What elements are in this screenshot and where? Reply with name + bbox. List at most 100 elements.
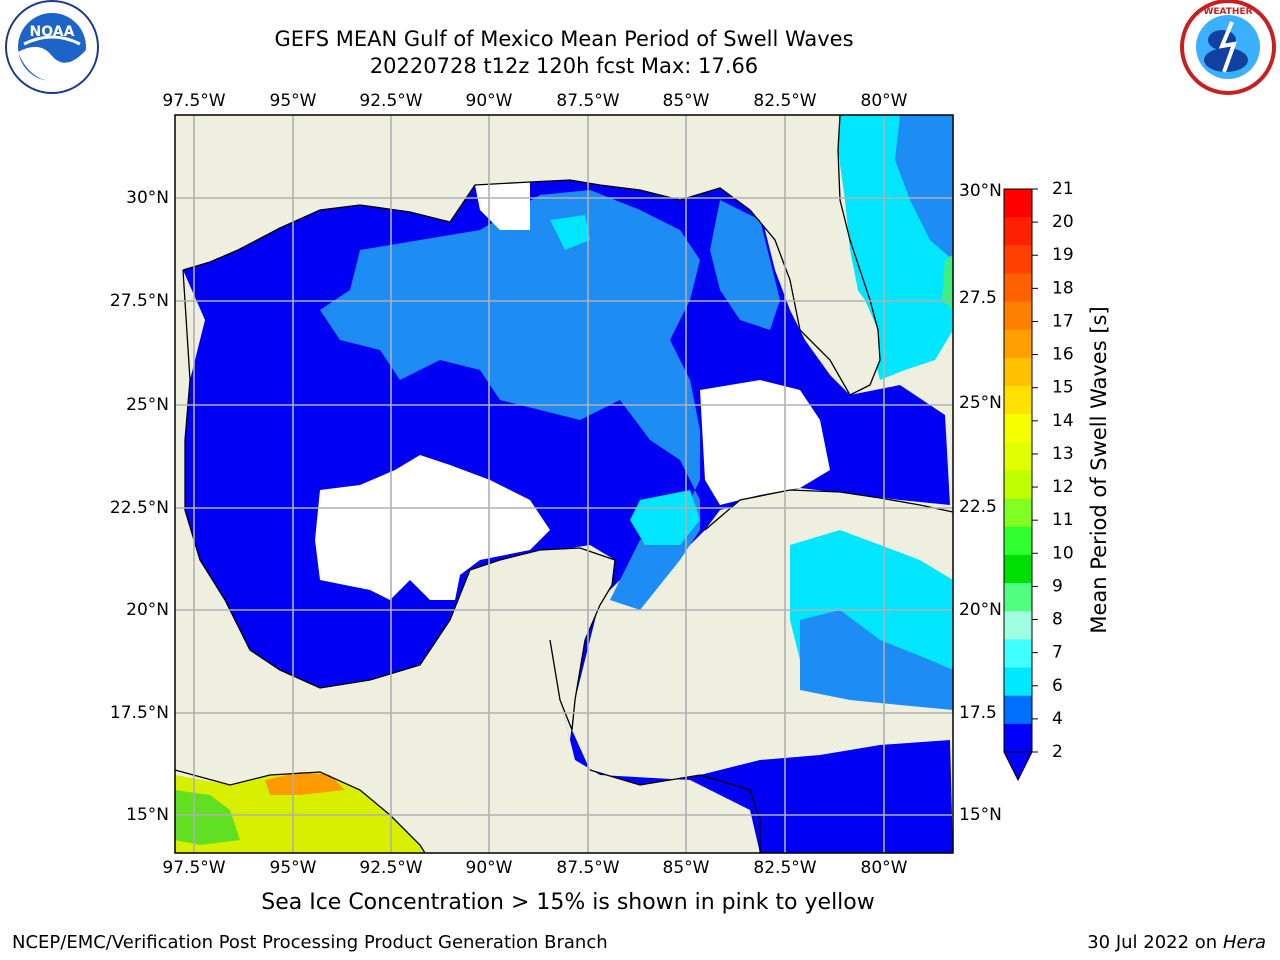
lat-tick: 15°N bbox=[959, 805, 1002, 825]
colorbar-segment bbox=[1004, 695, 1032, 725]
lon-ticks-top: 97.5°W 95°W 92.5°W 90°W 87.5°W 85°W 82.5… bbox=[162, 91, 907, 111]
lon-tick: 80°W bbox=[861, 91, 908, 111]
colorbar-segment bbox=[1004, 583, 1032, 612]
no-data-area-1 bbox=[315, 455, 550, 600]
date-text: 30 Jul 2022 on Hera bbox=[1087, 932, 1266, 953]
pacific-orange bbox=[265, 772, 345, 795]
colorbar-segment bbox=[1004, 667, 1032, 697]
colorbar-segment bbox=[1004, 357, 1032, 387]
colorbar: 21 20 19 18 17 16 15 14 13 12 11 10 9 8 7 6 4 2 bbox=[1003, 179, 1074, 782]
colorbar-tick-label: 6 bbox=[1052, 676, 1063, 696]
colorbar-tick-label: 11 bbox=[1052, 510, 1074, 530]
coastline bbox=[182, 114, 881, 396]
sea-ice-caption: Sea Ice Concentration > 15% is shown in … bbox=[261, 890, 875, 915]
lon-tick: 82.5°W bbox=[753, 858, 816, 878]
lon-tick: 85°W bbox=[663, 858, 710, 878]
svg-text:NOAA: NOAA bbox=[30, 24, 75, 40]
pacific-green bbox=[175, 790, 240, 845]
lat-tick: 17.5 bbox=[959, 703, 997, 723]
colorbar-segment bbox=[1004, 611, 1032, 640]
lon-tick: 90°W bbox=[466, 91, 513, 111]
caribbean-mid-blue bbox=[800, 610, 953, 710]
swell-mid-patch-east bbox=[710, 200, 780, 330]
colorbar-tick-label: 16 bbox=[1052, 345, 1074, 365]
lon-tick: 97.5°W bbox=[162, 91, 225, 111]
colorbar-tick-label: 13 bbox=[1052, 444, 1074, 464]
colorbar-tick-label: 7 bbox=[1052, 643, 1063, 663]
colorbar-segment bbox=[1004, 329, 1032, 359]
coastline-mexico bbox=[182, 269, 616, 731]
gulf-map bbox=[174, 114, 954, 854]
map-subtitle: 20220728 t12z 120h fcst Max: 17.66 bbox=[369, 54, 759, 78]
map-frame bbox=[174, 114, 954, 854]
lat-tick: 22.5 bbox=[959, 497, 997, 517]
colorbar-tick-label: 4 bbox=[1052, 709, 1063, 729]
colorbar-segment bbox=[1004, 189, 1032, 218]
noaa-logo: NOAA bbox=[5, 0, 99, 94]
colorbar-label: Mean Period of Swell Waves [s] bbox=[1087, 306, 1111, 633]
lat-ticks-left: 30°N 27.5°N 25°N 22.5°N 20°N 17.5°N 15°N bbox=[110, 188, 169, 825]
swell-cyan-patch-2 bbox=[550, 215, 590, 250]
colorbar-segment bbox=[1004, 386, 1032, 415]
lat-tick: 30°N bbox=[126, 188, 169, 208]
lat-tick: 30°N bbox=[959, 181, 1002, 201]
colorbar-tick-label: 19 bbox=[1052, 245, 1074, 265]
map-title: GEFS MEAN Gulf of Mexico Mean Period of … bbox=[274, 27, 854, 51]
swell-mid-patch bbox=[320, 190, 700, 610]
colorbar-segment bbox=[1004, 273, 1032, 303]
lat-ticks-right: 30°N 27.5 25°N 22.5 20°N 17.5 15°N bbox=[959, 181, 1002, 825]
colorbar-tick-label: 21 bbox=[1052, 179, 1074, 199]
colorbar-segment bbox=[1004, 217, 1032, 246]
lon-tick: 95°W bbox=[270, 91, 317, 111]
lon-tick: 80°W bbox=[861, 858, 908, 878]
coastline-cuba bbox=[704, 489, 954, 531]
colorbar-segment bbox=[1004, 554, 1032, 584]
coastline-honduras bbox=[589, 769, 761, 853]
lon-tick: 95°W bbox=[270, 858, 317, 878]
coastline-central-america bbox=[174, 769, 426, 854]
lat-tick: 20°N bbox=[959, 600, 1002, 620]
swell-cyan-patch bbox=[630, 490, 700, 545]
atlantic-blue bbox=[895, 115, 953, 260]
lon-tick: 87.5°W bbox=[556, 858, 619, 878]
lon-tick: 85°W bbox=[663, 91, 710, 111]
svg-text:WEATHER: WEATHER bbox=[1203, 7, 1252, 17]
date-prefix: 30 Jul 2022 on bbox=[1087, 932, 1223, 953]
colorbar-tick-label: 14 bbox=[1052, 411, 1074, 431]
colorbar-tick-label: 12 bbox=[1052, 477, 1074, 497]
colorbar-segment bbox=[1004, 414, 1032, 443]
lat-tick: 25°N bbox=[959, 393, 1002, 413]
colorbar-tick-label: 17 bbox=[1052, 311, 1074, 331]
lon-tick: 92.5°W bbox=[359, 858, 422, 878]
host-name: Hera bbox=[1222, 932, 1266, 953]
lat-tick: 15°N bbox=[126, 805, 169, 825]
cuba-landmass bbox=[705, 490, 953, 580]
no-data-area-2 bbox=[700, 380, 830, 505]
colorbar-tick-label: 10 bbox=[1052, 543, 1074, 563]
lon-tick: 82.5°W bbox=[753, 91, 816, 111]
colorbar-extend-arrow bbox=[1003, 751, 1033, 782]
colorbar-frame bbox=[1003, 188, 1033, 753]
lon-tick: 92.5°W bbox=[359, 91, 422, 111]
colorbar-tick-label: 2 bbox=[1052, 742, 1063, 762]
lat-tick: 27.5 bbox=[959, 288, 997, 308]
colorbar-tick-label: 8 bbox=[1052, 610, 1063, 630]
colorbar-tick-label: 18 bbox=[1052, 278, 1074, 298]
lat-tick: 20°N bbox=[126, 600, 169, 620]
credit-text: NCEP/EMC/Verification Post Processing Pr… bbox=[12, 932, 608, 953]
colorbar-segment bbox=[1004, 442, 1032, 471]
colorbar-tick-label: 20 bbox=[1052, 212, 1074, 232]
lat-tick: 25°N bbox=[126, 395, 169, 415]
lon-tick: 90°W bbox=[466, 858, 513, 878]
lon-ticks-bottom: 97.5°W 95°W 92.5°W 90°W 87.5°W 85°W 82.5… bbox=[162, 858, 907, 878]
colorbar-tick-label: 9 bbox=[1052, 576, 1063, 596]
colorbar-tick-label: 15 bbox=[1052, 378, 1074, 398]
colorbar-segment bbox=[1004, 526, 1032, 556]
colorbar-segment bbox=[1004, 470, 1032, 500]
colorbar-segment bbox=[1004, 245, 1032, 274]
lon-tick: 97.5°W bbox=[162, 858, 225, 878]
lon-tick: 87.5°W bbox=[556, 91, 619, 111]
graticule bbox=[175, 115, 953, 853]
lat-tick: 27.5°N bbox=[110, 291, 169, 311]
